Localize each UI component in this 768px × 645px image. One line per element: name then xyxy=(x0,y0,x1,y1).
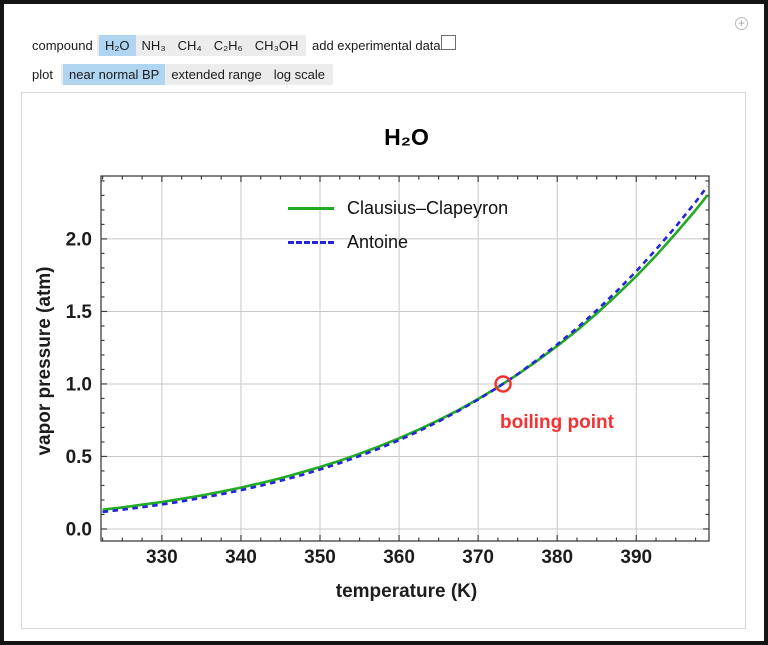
series-line-clausius-clapeyron xyxy=(102,194,709,511)
legend-label: Clausius–Clapeyron xyxy=(347,198,509,218)
legend-label: Antoine xyxy=(347,232,409,252)
plot-mode-button[interactable]: extended range xyxy=(171,67,262,82)
y-tick-label: 0.5 xyxy=(66,447,93,468)
legend-line-dashed-blue xyxy=(288,241,334,244)
legend-item-antoine: Antoine xyxy=(288,229,508,256)
chart-title: H₂O xyxy=(384,124,429,150)
compound-button-group: H₂O NH₃ CH₄ C₂H₆ CH₃OH xyxy=(97,35,307,56)
boiling-point-annotation: boiling point xyxy=(500,412,614,433)
plot-panel: 330 340 350 360 370 380 390 0.0 0.5 1.0 1.5 2.0 H₂O… xyxy=(21,92,746,629)
legend-line-solid-green xyxy=(288,207,334,210)
x-tick-label: 360 xyxy=(383,547,415,568)
experimental-data-checkbox[interactable] xyxy=(441,35,456,50)
compound-button[interactable]: NH₃ xyxy=(141,38,166,53)
plot-mode-button[interactable]: near normal BP xyxy=(63,64,166,85)
x-tick-label: 340 xyxy=(225,547,257,568)
vapor-pressure-chart: 330 340 350 360 370 380 390 0.0 0.5 1.0 1.5 2.0 xyxy=(66,175,710,568)
y-axis-label: vapor pressure (atm) xyxy=(34,266,55,456)
y-tick-label: 1.0 xyxy=(66,374,92,395)
y-tick-label: 0.0 xyxy=(66,519,92,540)
x-tick-label: 380 xyxy=(541,547,573,568)
x-tick-label: 390 xyxy=(620,547,652,568)
plot-mode-button[interactable]: log scale xyxy=(273,67,325,82)
y-tick-label: 1.5 xyxy=(66,302,93,323)
compound-button[interactable]: CH₄ xyxy=(177,38,202,53)
compound-button[interactable]: C₂H₆ xyxy=(213,38,243,53)
x-tick-label: 370 xyxy=(462,547,494,568)
compound-button[interactable]: H₂O xyxy=(99,35,136,56)
boiling-point-marker xyxy=(494,375,512,393)
compound-button[interactable]: CH₃OH xyxy=(254,38,299,53)
x-tick-label: 350 xyxy=(304,547,336,568)
series-line-antoine xyxy=(102,185,709,514)
legend: Clausius–Clapeyron Antoine xyxy=(288,195,508,263)
plot-label: plot xyxy=(32,67,53,82)
x-axis-label: temperature (K) xyxy=(335,581,478,602)
experimental-data-label: add experimental data xyxy=(312,38,441,53)
plot-mode-button-group: near normal BP extended range log scale xyxy=(61,64,333,85)
expander-icon[interactable]: + xyxy=(735,17,748,30)
plot-frame xyxy=(100,175,710,542)
y-tick-label: 2.0 xyxy=(66,229,92,250)
legend-item-clausius-clapeyron: Clausius–Clapeyron xyxy=(288,195,508,222)
x-tick-label: 330 xyxy=(146,547,178,568)
compound-label: compound xyxy=(32,38,93,53)
